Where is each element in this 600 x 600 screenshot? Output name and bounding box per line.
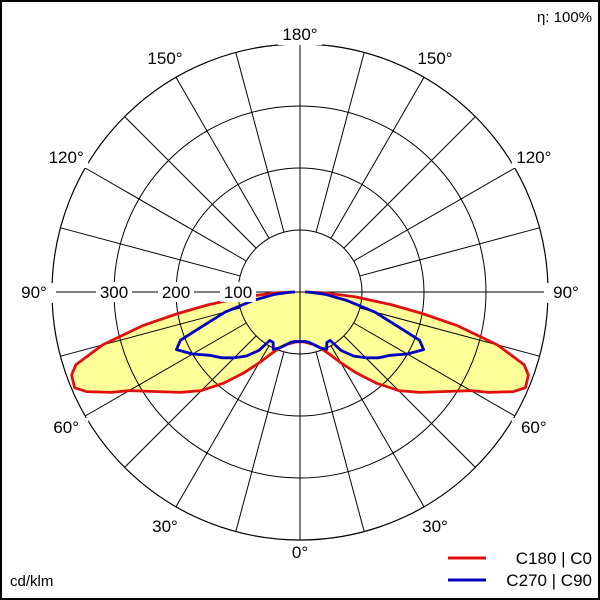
grid-spoke-240: [84, 167, 247, 262]
grid-spoke-120: [353, 167, 516, 262]
grid-spoke-105: [359, 227, 540, 277]
radial-tick-bg-100: [220, 282, 256, 302]
fill-area-0: [71, 292, 529, 393]
angle-label-bg-right-120: [511, 148, 556, 168]
grid-spoke-255: [60, 227, 241, 277]
grid-spoke-30: [330, 345, 425, 508]
angle-label-left-150: 150°: [147, 49, 182, 68]
angle-label-right-150: 150°: [417, 49, 452, 68]
grid-spoke-330: [175, 345, 270, 508]
legend-label-c270-c90: C270 | C90: [506, 571, 592, 590]
angle-label-bg-top-180: [278, 25, 322, 45]
grid-spoke-285: [60, 307, 241, 357]
legend-label-c180-c0: C180 | C0: [516, 549, 592, 568]
angle-label-left-30: 30°: [152, 517, 178, 536]
angle-label-bg-right-150: [413, 49, 457, 70]
angle-label-bg-left-150: [143, 49, 187, 70]
angle-label-right-30: 30°: [422, 517, 448, 536]
angle-label-right-90: 90°: [553, 283, 579, 302]
radial-tick-label-100: 100: [224, 283, 252, 302]
grid-spoke-60: [353, 322, 516, 417]
grid-spoke-75: [359, 307, 540, 357]
grid-spoke-135: [343, 116, 476, 249]
angle-label-left-60: 60°: [53, 418, 79, 437]
grid-spoke-15: [315, 351, 365, 532]
angle-label-right-120: 120°: [516, 148, 551, 167]
radial-tick-bg-300: [96, 282, 132, 302]
grid-spoke-150: [330, 76, 425, 239]
angle-label-bg-right-90: [544, 283, 588, 303]
distribution-curves: [70, 290, 530, 394]
axis-labels: 100 200 300 0° 30° 30° 60° 60° 90° 90° 120° 120° 150…: [12, 25, 588, 563]
grid-spoke-195: [235, 52, 285, 233]
unit-label: cd/klm: [10, 573, 53, 590]
radial-tick-label-200: 200: [162, 283, 190, 302]
grid-spoke-165: [315, 52, 365, 233]
grid-spoke-225: [124, 116, 257, 249]
legend: C180 | C0 C270 | C90: [448, 549, 592, 590]
angle-label-right-60: 60°: [521, 418, 547, 437]
grid-spoke-300: [84, 322, 247, 417]
grid-spoke-210: [175, 76, 270, 239]
polar-grid: [51, 43, 549, 541]
angle-label-bg-left-90: [12, 283, 56, 303]
angle-label-bg-right-30: [413, 516, 457, 537]
efficiency-label: η: 100%: [537, 9, 592, 26]
angle-label-bg-left-120: [44, 148, 89, 168]
angle-label-bg-left-60: [44, 418, 89, 438]
angle-label-bg-right-60: [511, 418, 556, 438]
angle-label-bg-left-30: [143, 516, 187, 537]
series-line-1: [175, 290, 425, 360]
radial-tick-label-300: 300: [100, 283, 128, 302]
angle-label-left-120: 120°: [49, 148, 84, 167]
angle-label-left-90: 90°: [21, 283, 47, 302]
angle-label-bottom-0: 0°: [292, 543, 308, 562]
grid-spoke-345: [235, 351, 285, 532]
angle-label-bg-bottom-0: [278, 543, 322, 563]
angle-label-top-180: 180°: [282, 25, 317, 44]
radial-tick-bg-200: [158, 282, 194, 302]
